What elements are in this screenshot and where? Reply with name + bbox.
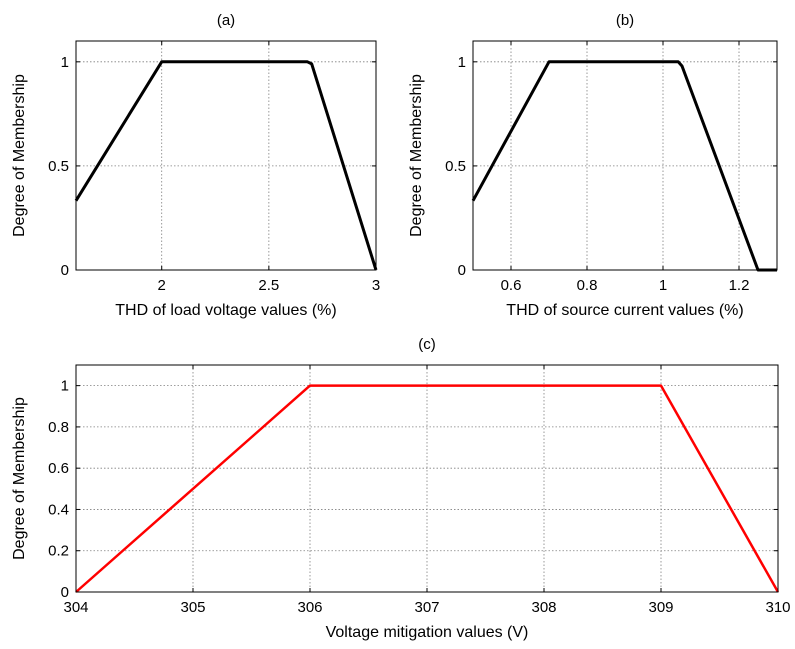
x-tick-label-c-2: 306 [297, 599, 322, 616]
x-tick-label-c-3: 307 [414, 599, 439, 616]
x-tick-label-c-5: 309 [648, 599, 673, 616]
x-tick-label-c-6: 310 [765, 599, 790, 616]
chart-panel-b: 0.6 0.8 1 1.2 0 0.5 1 (b) THD of source current … [408, 12, 778, 319]
panel-title-a: (a) [217, 12, 235, 29]
y-tick-label-c-3: 0.6 [48, 460, 69, 477]
y-tick-label-b-1: 0.5 [445, 158, 466, 175]
x-tick-label-c-0: 304 [63, 599, 88, 616]
x-axis-title-b: THD of source current values (%) [506, 302, 743, 319]
plot-frame-a [75, 40, 377, 271]
y-tick-label-a-0: 0 [61, 262, 69, 279]
x-tick-label-a-0: 2 [158, 277, 166, 294]
x-tick-label-b-0: 0.6 [501, 277, 522, 294]
y-tick-label-a-2: 1 [61, 54, 69, 71]
y-tick-label-c-4: 0.8 [48, 419, 69, 436]
x-tick-label-b-3: 1.2 [729, 277, 750, 294]
y-tick-label-c-1: 0.2 [48, 543, 69, 560]
chart-panel-c: 304 305 306 307 308 309 310 0 0.2 0.4 0.6 0.8 1 (c) Vo… [11, 336, 791, 641]
y-axis-title-a: Degree of Membership [11, 74, 28, 237]
y-axis-title-c: Degree of Membership [11, 397, 28, 560]
x-tick-label-a-1: 2.5 [258, 277, 279, 294]
x-tick-label-c-4: 308 [531, 599, 556, 616]
x-axis-title-c: Voltage mitigation values (V) [326, 624, 529, 641]
y-tick-label-b-0: 0 [458, 262, 466, 279]
panel-title-b: (b) [616, 12, 634, 29]
y-tick-label-c-0: 0 [61, 584, 69, 601]
x-tick-label-a-2: 3 [372, 277, 380, 294]
series-line-a [74, 60, 378, 271]
series-line-c [75, 384, 780, 593]
y-tick-label-c-5: 1 [61, 378, 69, 395]
y-axis-title-b: Degree of Membership [408, 74, 425, 237]
x-tick-label-c-1: 305 [180, 599, 205, 616]
y-tick-label-c-2: 0.4 [48, 501, 69, 518]
x-tick-label-b-1: 0.8 [577, 277, 598, 294]
chart-panel-a: 2 2.5 3 0 0.5 1 (a) THD of load voltage values … [11, 12, 380, 319]
y-tick-label-a-1: 0.5 [48, 158, 69, 175]
plot-frame-b [472, 40, 778, 271]
y-tick-label-b-2: 1 [458, 54, 466, 71]
x-tick-label-b-2: 1 [659, 277, 667, 294]
panel-title-c: (c) [418, 336, 436, 353]
x-axis-title-a: THD of load voltage values (%) [115, 302, 336, 319]
